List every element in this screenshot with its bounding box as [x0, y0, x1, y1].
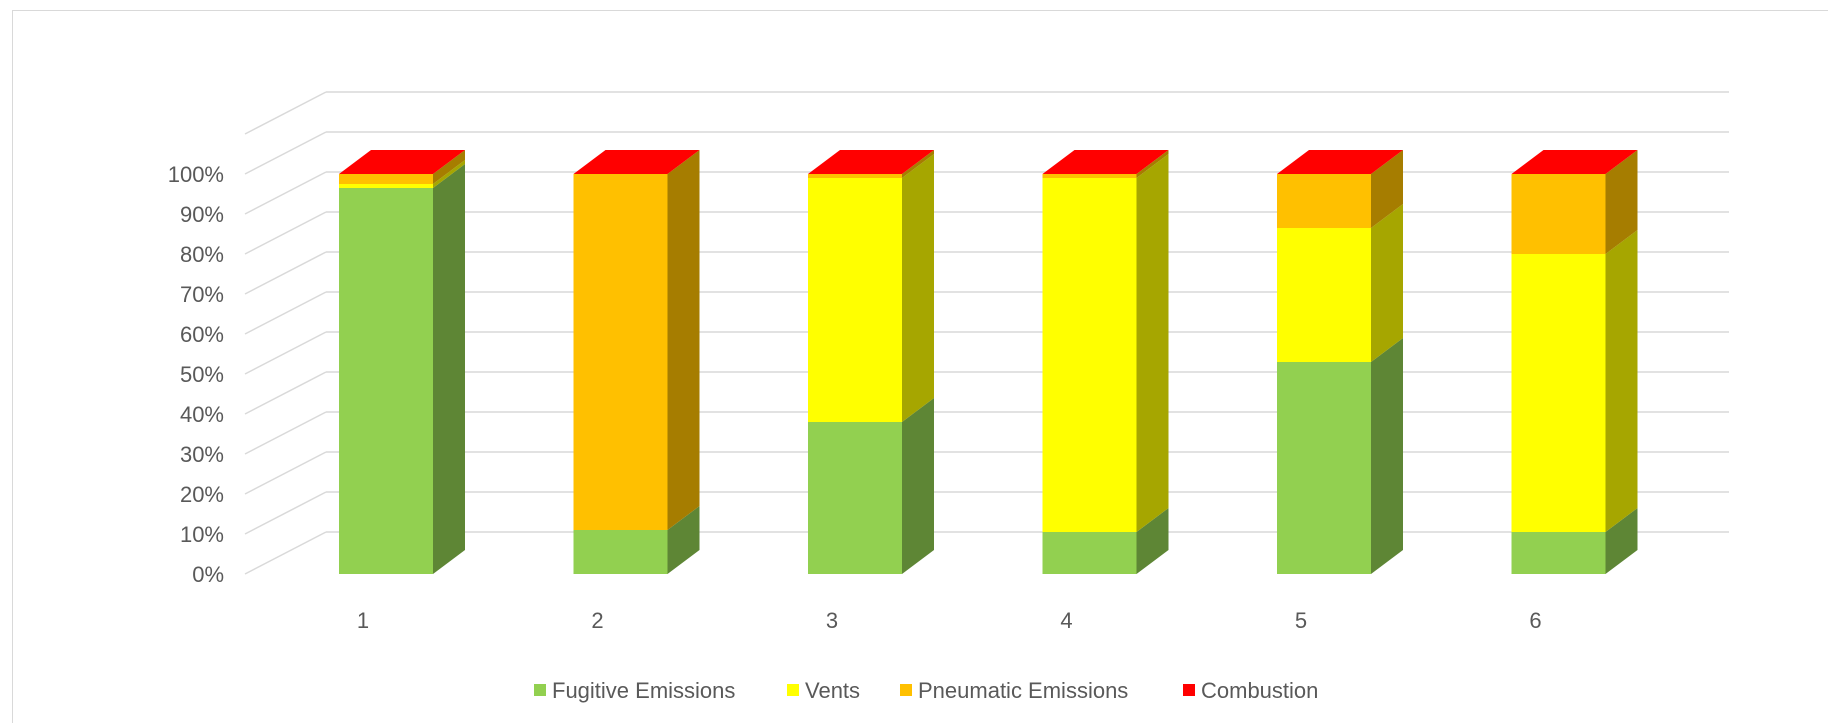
legend-label: Fugitive Emissions — [552, 678, 735, 703]
bar-top-face — [1277, 150, 1403, 174]
bar-segment — [339, 184, 433, 188]
y-tick-label: 70% — [180, 282, 224, 307]
gridline-diagonal — [244, 371, 327, 415]
bar-segment-side — [1136, 508, 1169, 574]
legend: Fugitive Emissions Vents Pneumatic Emissio… — [534, 678, 1318, 703]
bar-segment — [808, 178, 902, 422]
bar-segment-side — [433, 164, 465, 574]
gridline-diagonal — [244, 131, 327, 175]
bar-top-face — [573, 150, 700, 174]
x-tick-label: 6 — [1529, 608, 1541, 633]
bar-segment — [339, 188, 433, 574]
y-tick-label: 10% — [180, 522, 224, 547]
x-tick-label: 4 — [1060, 608, 1072, 633]
bar-stack — [808, 150, 934, 574]
bar-segment-side — [1371, 338, 1403, 574]
y-tick-label: 80% — [180, 242, 224, 267]
bar-segment-side — [1371, 150, 1403, 228]
legend-label: Combustion — [1201, 678, 1318, 703]
bar-stack — [573, 150, 700, 574]
bar-segment — [1042, 174, 1137, 178]
bar-segment — [339, 174, 433, 184]
bar-segment — [1511, 532, 1606, 574]
bar-top-face — [808, 150, 934, 174]
gridline-diagonal — [244, 531, 327, 575]
bar-top-face — [1511, 150, 1638, 174]
gridline-diagonal — [244, 331, 327, 375]
gridline-diagonal — [244, 91, 327, 135]
bar-stack — [1277, 150, 1403, 574]
legend-swatch — [1183, 684, 1195, 696]
bar-segment-side — [902, 398, 934, 574]
bar-segment-side — [433, 160, 465, 188]
bar-segment — [1511, 174, 1606, 254]
x-axis-ticks: 1 2 3 4 5 6 — [357, 608, 1542, 633]
bar-segment-side — [1605, 230, 1638, 532]
gridlines — [244, 91, 1729, 575]
y-tick-label: 50% — [180, 362, 224, 387]
bar-segment-side — [1605, 508, 1638, 574]
bar-segment-side — [667, 150, 700, 530]
bar-segment-side — [1371, 204, 1403, 362]
bar-segment — [1277, 362, 1371, 574]
legend-label: Pneumatic Emissions — [918, 678, 1128, 703]
gridline-diagonal — [244, 451, 327, 495]
bar-segment-side — [902, 154, 934, 422]
y-tick-label: 90% — [180, 202, 224, 227]
legend-swatch — [534, 684, 546, 696]
legend-swatch — [900, 684, 912, 696]
bar-segment-side — [902, 150, 934, 178]
y-tick-label: 40% — [180, 402, 224, 427]
bar-segment — [1277, 174, 1371, 228]
gridline-diagonal — [244, 171, 327, 215]
bar-segment — [573, 530, 668, 574]
bar-stack — [1511, 150, 1638, 574]
bar-top-face — [1042, 150, 1169, 174]
bar-segment — [1277, 228, 1371, 362]
gridline-diagonal — [244, 411, 327, 455]
bar-segment-side — [1136, 150, 1169, 178]
bar-segment — [808, 422, 902, 574]
y-tick-label: 0% — [192, 562, 224, 587]
y-tick-label: 100% — [168, 162, 224, 187]
bar-segment — [1511, 254, 1606, 532]
bar-stack — [1042, 150, 1169, 574]
bar-segment — [1042, 532, 1137, 574]
x-tick-label: 1 — [357, 608, 369, 633]
legend-swatch — [787, 684, 799, 696]
gridline-diagonal — [244, 211, 327, 255]
bar-stack — [339, 150, 465, 574]
bar-segment — [573, 174, 668, 530]
gridline-diagonal — [244, 251, 327, 295]
bar-segment-side — [433, 150, 465, 184]
x-tick-label: 3 — [826, 608, 838, 633]
bar-segment — [808, 174, 902, 178]
y-tick-label: 60% — [180, 322, 224, 347]
legend-label: Vents — [805, 678, 860, 703]
y-tick-label: 30% — [180, 442, 224, 467]
gridline-diagonal — [244, 291, 327, 335]
gridline-diagonal — [244, 491, 327, 535]
bar-segment-side — [1136, 154, 1169, 532]
x-tick-label: 5 — [1295, 608, 1307, 633]
bar-top-face — [339, 150, 465, 174]
bar-segment-side — [1605, 150, 1638, 254]
bars — [339, 150, 1638, 574]
y-tick-label: 20% — [180, 482, 224, 507]
y-axis-ticks: 0% 10% 20% 30% 40% 50% 60% 70% 80% 90% 100% — [168, 162, 224, 587]
bar-segment — [1042, 178, 1137, 532]
x-tick-label: 2 — [591, 608, 603, 633]
bar-segment-side — [667, 506, 700, 574]
